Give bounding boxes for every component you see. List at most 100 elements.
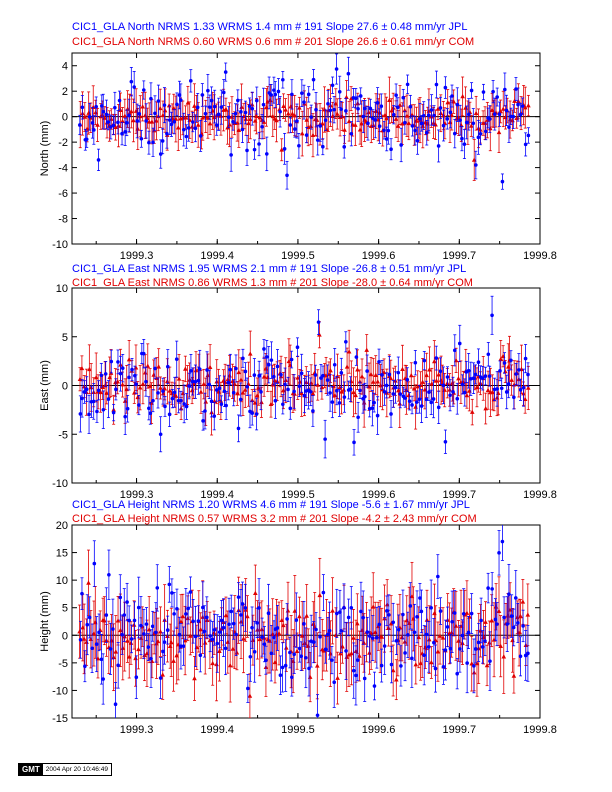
point-com bbox=[424, 372, 429, 378]
point-jpl bbox=[104, 613, 109, 617]
point-jpl bbox=[87, 114, 92, 119]
point-jpl bbox=[272, 88, 276, 92]
point-com bbox=[104, 390, 110, 395]
point-com bbox=[447, 387, 452, 392]
point-jpl bbox=[344, 340, 348, 344]
panel-north-ylabel: North (mm) bbox=[39, 121, 51, 177]
point-com bbox=[404, 113, 410, 118]
point-com bbox=[178, 619, 184, 624]
point-jpl bbox=[361, 114, 366, 119]
point-jpl bbox=[422, 358, 427, 363]
point-jpl bbox=[219, 618, 224, 623]
point-com bbox=[272, 659, 278, 665]
point-com bbox=[429, 660, 434, 665]
point-jpl bbox=[294, 618, 299, 622]
point-jpl bbox=[262, 347, 266, 351]
point-jpl bbox=[352, 440, 356, 445]
point-jpl bbox=[450, 619, 454, 624]
panel-east-xtick-label: 1999.7 bbox=[442, 489, 476, 501]
point-jpl bbox=[193, 379, 198, 384]
point-jpl bbox=[142, 632, 146, 636]
point-jpl bbox=[319, 376, 323, 380]
point-jpl bbox=[246, 686, 250, 691]
panel-east-ytick-label: 10 bbox=[56, 283, 68, 295]
point-jpl bbox=[323, 647, 328, 652]
point-jpl bbox=[219, 402, 224, 407]
point-jpl bbox=[473, 647, 478, 651]
point-jpl bbox=[113, 702, 118, 707]
point-jpl bbox=[117, 98, 122, 103]
point-jpl bbox=[120, 632, 124, 637]
point-jpl bbox=[342, 605, 346, 610]
panel-east-ytick-label: 5 bbox=[62, 332, 68, 344]
point-jpl bbox=[464, 120, 469, 125]
point-jpl bbox=[526, 372, 530, 377]
point-com bbox=[490, 389, 495, 395]
point-jpl bbox=[507, 592, 511, 596]
point-jpl bbox=[318, 635, 322, 639]
point-com bbox=[295, 375, 301, 380]
point-com bbox=[440, 635, 446, 640]
point-jpl bbox=[436, 574, 440, 579]
point-jpl bbox=[413, 360, 418, 365]
point-com bbox=[460, 93, 465, 99]
point-jpl bbox=[229, 609, 234, 614]
point-jpl bbox=[290, 92, 294, 97]
point-com bbox=[361, 400, 367, 405]
point-com bbox=[297, 379, 303, 384]
panel-north-header-com: CIC1_GLA North NRMS 0.60 WRMS 0.6 mm # 2… bbox=[72, 36, 474, 48]
point-jpl bbox=[419, 404, 424, 408]
point-jpl bbox=[80, 396, 84, 401]
point-jpl bbox=[97, 630, 101, 635]
point-jpl bbox=[216, 112, 221, 117]
point-jpl bbox=[492, 112, 497, 116]
point-jpl bbox=[144, 379, 148, 384]
point-jpl bbox=[141, 88, 146, 92]
point-com bbox=[239, 104, 244, 109]
point-com bbox=[192, 103, 197, 108]
point-jpl bbox=[196, 378, 201, 383]
point-jpl bbox=[487, 374, 492, 378]
point-jpl bbox=[203, 111, 208, 116]
point-jpl bbox=[250, 411, 255, 415]
point-jpl bbox=[255, 621, 259, 625]
panel-height-xtick-label: 1999.4 bbox=[200, 724, 234, 736]
point-jpl bbox=[123, 414, 127, 419]
point-com bbox=[299, 390, 304, 396]
panel-east-ylabel: East (mm) bbox=[39, 360, 51, 411]
point-com bbox=[427, 367, 432, 372]
point-jpl bbox=[125, 600, 129, 604]
point-jpl bbox=[521, 624, 525, 628]
point-jpl bbox=[209, 399, 214, 404]
point-com bbox=[243, 607, 249, 612]
point-jpl bbox=[257, 373, 261, 378]
point-jpl bbox=[405, 377, 410, 382]
point-jpl bbox=[116, 120, 120, 125]
panel-north-xtick-label: 1999.7 bbox=[442, 250, 476, 262]
point-jpl bbox=[396, 370, 401, 375]
panel-east-xtick-label: 1999.8 bbox=[523, 489, 557, 501]
point-jpl bbox=[498, 369, 502, 373]
point-com bbox=[526, 103, 531, 108]
point-jpl bbox=[94, 104, 98, 109]
point-jpl bbox=[448, 110, 453, 115]
point-jpl bbox=[109, 359, 114, 364]
point-jpl bbox=[147, 406, 151, 411]
point-jpl bbox=[188, 590, 193, 594]
point-jpl bbox=[181, 127, 186, 132]
point-jpl bbox=[109, 125, 113, 129]
point-com bbox=[320, 121, 325, 126]
point-com bbox=[120, 118, 125, 124]
point-com bbox=[456, 376, 461, 381]
point-jpl bbox=[212, 414, 217, 418]
point-jpl bbox=[139, 623, 143, 628]
point-jpl bbox=[165, 131, 169, 136]
point-jpl bbox=[280, 665, 285, 670]
point-jpl bbox=[328, 108, 333, 113]
point-com bbox=[142, 370, 148, 375]
point-com bbox=[387, 97, 392, 103]
point-jpl bbox=[488, 659, 492, 663]
point-jpl bbox=[354, 355, 359, 359]
point-jpl bbox=[476, 135, 481, 140]
point-jpl bbox=[118, 595, 123, 600]
